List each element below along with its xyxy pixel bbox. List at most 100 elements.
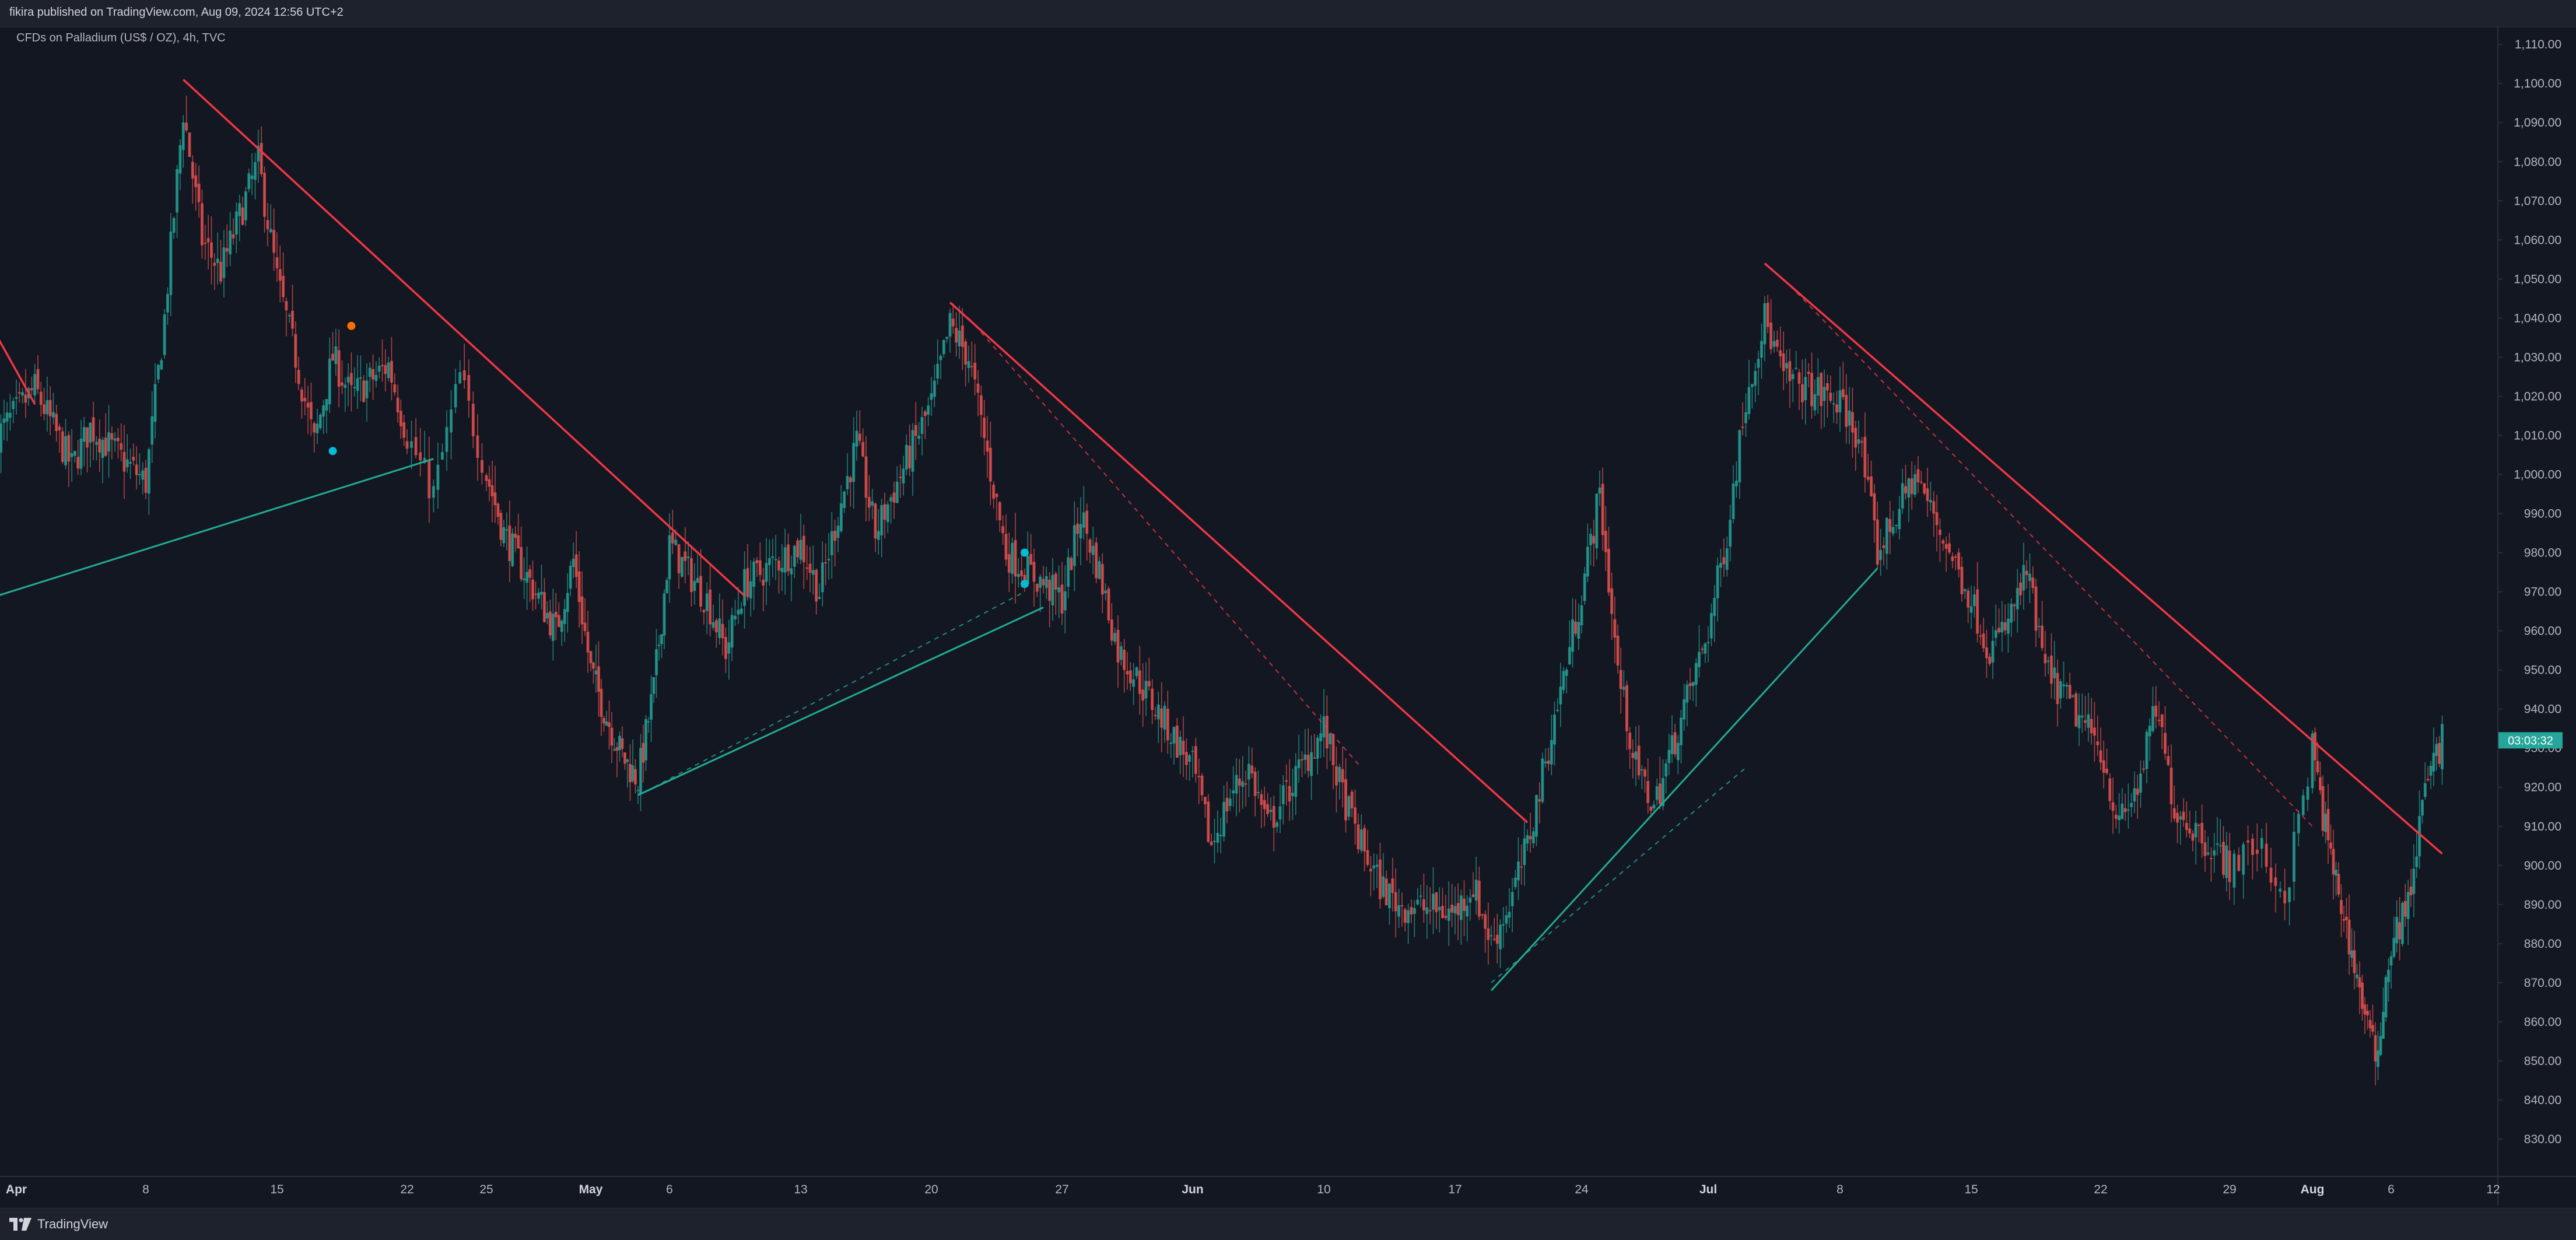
time-tick-label: Apr — [6, 1183, 27, 1196]
candle-body — [2080, 715, 2084, 717]
candle-body — [1898, 509, 1901, 530]
candle-body — [1938, 529, 1941, 535]
candle-body — [356, 378, 359, 391]
dashed-projection-line[interactable] — [653, 591, 1025, 788]
candle-body — [1658, 783, 1662, 804]
candle-body — [98, 439, 101, 453]
dashed-projection-line[interactable] — [1783, 278, 2313, 827]
candle-body — [1007, 554, 1011, 573]
candle-body — [1577, 622, 1580, 639]
candle-body — [1413, 908, 1416, 914]
candle-body — [1722, 557, 1726, 565]
candle-body — [160, 360, 163, 370]
candle-body — [1988, 656, 1992, 664]
candle-body — [15, 397, 18, 399]
candle-body — [1779, 350, 1782, 356]
candle-body — [671, 532, 674, 544]
price-axis[interactable]: 830.00 840.00 850.00 860.00 870.00 880.00 890.… — [2498, 38, 2561, 1146]
candle-body — [517, 535, 520, 549]
candle-body — [67, 435, 71, 462]
candle-body — [1757, 359, 1760, 368]
candle-body — [1744, 412, 1748, 423]
resistance-trendline[interactable] — [949, 302, 1529, 824]
price-tick-label: 870.00 — [2524, 976, 2561, 990]
price-tick-label: 890.00 — [2524, 898, 2561, 912]
candle-body — [976, 383, 980, 393]
candle-body — [1354, 807, 1357, 824]
candle-body — [1556, 709, 1559, 711]
candle-body — [2191, 833, 2195, 841]
candle-body — [1029, 554, 1033, 565]
candle-body — [569, 566, 572, 589]
resistance-trendline[interactable] — [0, 338, 36, 405]
candle-body — [2194, 822, 2198, 838]
candle-body — [2123, 808, 2127, 812]
candle-body — [597, 666, 600, 692]
price-tick-label: 940.00 — [2524, 703, 2561, 716]
support-trendline[interactable] — [0, 458, 434, 596]
candle-body — [1079, 524, 1082, 538]
candle-body — [586, 632, 590, 653]
candle-body — [1894, 524, 1898, 526]
candle-body — [1450, 905, 1454, 913]
candle-body — [1766, 303, 1769, 327]
candle-body — [948, 313, 952, 337]
tradingview-brand[interactable]: TradingView — [9, 1215, 108, 1234]
time-tick-label: 12 — [2486, 1183, 2500, 1196]
candle-body — [1664, 763, 1668, 777]
candle-body — [2176, 812, 2179, 823]
candle-body — [2324, 814, 2327, 832]
candle-body — [1631, 752, 1635, 758]
support-trendline[interactable] — [1490, 568, 1878, 992]
signal-dot — [328, 447, 337, 456]
resistance-trendline[interactable] — [1764, 262, 2443, 855]
candle-body — [2228, 850, 2231, 882]
candle-body — [1039, 576, 1042, 588]
candle-body — [594, 670, 598, 675]
candle-body — [1508, 912, 1511, 918]
candle-body — [714, 620, 718, 633]
candle-body — [647, 721, 650, 723]
time-tick-label: 25 — [479, 1183, 493, 1196]
candle-body — [1662, 778, 1664, 807]
candle-body — [328, 358, 331, 405]
dashed-projection-line[interactable] — [1491, 767, 1747, 983]
candle-body — [1825, 383, 1829, 391]
candle-body — [1863, 436, 1867, 478]
time-tick-label: 6 — [666, 1183, 673, 1196]
time-axis[interactable]: Apr 8 15 22 25 May 6 13 20 27 Jun 10 17 24 Jul 8 15 22 29 A… — [6, 1183, 2500, 1196]
candle-body — [780, 568, 784, 572]
price-tick-label: 860.00 — [2524, 1015, 2561, 1029]
candle-body — [2409, 887, 2413, 896]
candle-body — [1904, 486, 1907, 493]
candle-body — [2151, 706, 2154, 731]
candle-body — [734, 615, 737, 619]
candle-body — [2046, 660, 2050, 662]
support-trendline[interactable] — [637, 607, 1044, 796]
price-chart[interactable]: 830.00 840.00 850.00 860.00 870.00 880.00 890.… — [0, 27, 2576, 1206]
candle-body — [1652, 804, 1656, 808]
candle-body — [2200, 822, 2204, 843]
candle-body — [104, 437, 107, 456]
candle-body — [70, 453, 73, 457]
resistance-trendline[interactable] — [183, 79, 745, 597]
candle-body — [1269, 810, 1273, 812]
candle-body — [836, 526, 840, 538]
candle-body — [1550, 740, 1553, 765]
last-price-countdown: 03:03:32 — [2508, 734, 2553, 747]
candle-body — [2074, 693, 2078, 727]
candle-body — [349, 373, 353, 386]
candle-body — [2435, 744, 2438, 756]
candle-body — [45, 400, 49, 415]
candle-body — [1529, 836, 1532, 839]
price-tick-label: 1,060.00 — [2514, 233, 2561, 247]
candle-body — [548, 611, 552, 636]
candle-body — [709, 589, 712, 625]
candle-body — [1667, 749, 1671, 763]
candle-body — [1688, 683, 1692, 686]
candle-body — [30, 388, 33, 391]
dashed-projection-line[interactable] — [968, 317, 1362, 768]
candle-body — [514, 534, 517, 538]
candle-body — [600, 688, 603, 717]
candle-body — [2389, 956, 2393, 966]
